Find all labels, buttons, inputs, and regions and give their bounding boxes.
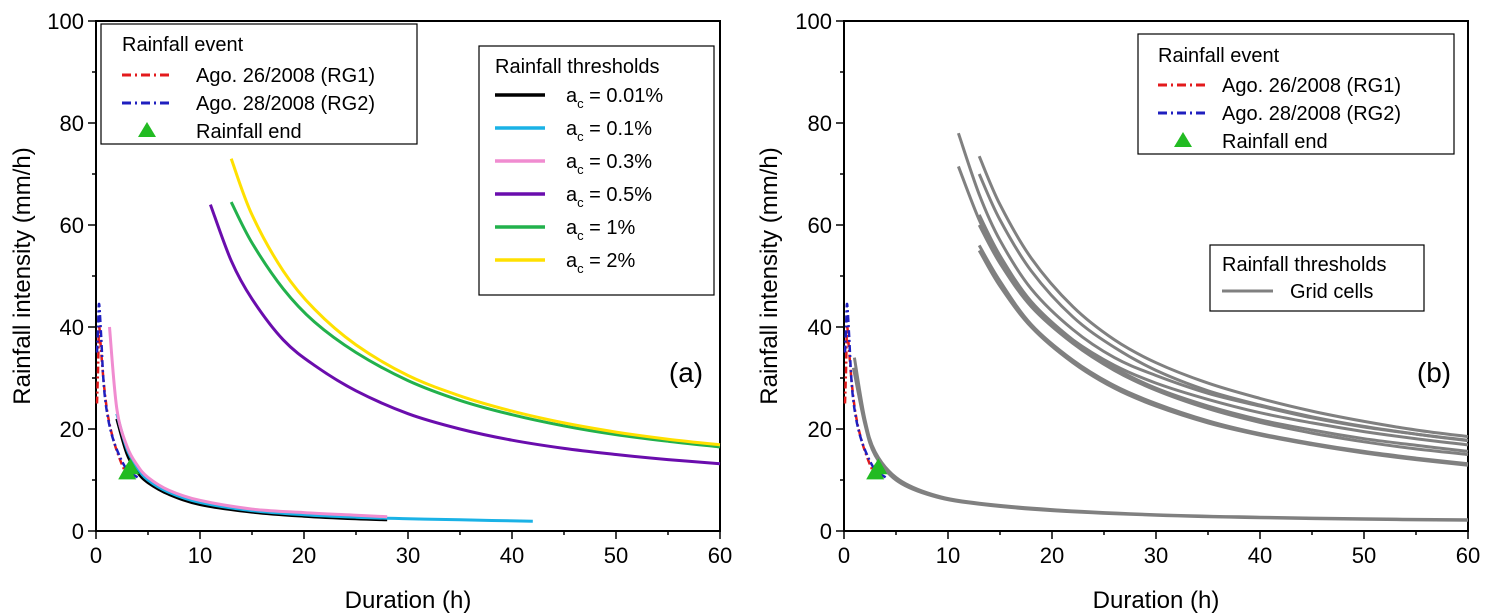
legend-label-rg2-b: Ago. 28/2008 (RG2)	[1222, 103, 1401, 125]
rainfall-end-marker-1-b	[869, 458, 888, 475]
grid-cell-curve-8-b	[977, 244, 1469, 466]
x-tick-label-b: 60	[1456, 543, 1480, 568]
y-tick-label-b: 60	[808, 213, 832, 238]
threshold-legend-label-5-a: ac = 2%	[566, 250, 636, 276]
legend-marker-rainfall-end-a	[138, 122, 156, 137]
panel-b: 0 10 20 30 40 50 60 0 20 40 60 80 100 Rainfall inten…	[756, 9, 1480, 614]
y-tick-label-a: 60	[60, 213, 84, 238]
y-tick-label-b: 40	[808, 315, 832, 340]
threshold-curve-1-a	[115, 413, 533, 523]
x-tick-label-b: 50	[1352, 543, 1376, 568]
legend-label-rainfall-end-b: Rainfall end	[1222, 131, 1328, 153]
y-tick-label-b: 0	[820, 519, 832, 544]
event-curve-1-a	[95, 302, 139, 479]
legend-label-grid-cells-b: Grid cells	[1290, 281, 1373, 303]
threshold-legend-b: Rainfall thresholds Grid cells	[1209, 244, 1425, 312]
threshold-legend-label-1-a: ac = 0.1%	[566, 118, 652, 144]
y-tick-label-a: 100	[47, 9, 84, 34]
threshold-curve-3-a	[208, 204, 721, 466]
event-legend-b: Rainfall event Ago. 26/2008 (RG1) Ago. 2…	[1137, 33, 1455, 155]
grid-cell-curve-7-b	[977, 224, 1469, 456]
grid-cell-curve-5-b	[977, 173, 1469, 443]
x-tick-label-b: 40	[1248, 543, 1272, 568]
x-tick-label-b: 10	[936, 543, 960, 568]
y-axis-title-a: Rainfall intensity (mm/h)	[9, 147, 36, 404]
threshold-legend-a: Rainfall thresholds ac = 0.01%ac = 0.1%a…	[478, 45, 715, 296]
axis-ticks-a: 0 10 20 30 40 50 60 0 20 40 60 80 100	[47, 9, 732, 568]
grid-cell-curve-1-b	[851, 367, 1469, 522]
threshold-legend-label-0-a: ac = 0.01%	[566, 85, 663, 111]
y-tick-label-a: 80	[60, 111, 84, 136]
x-tick-label-a: 30	[396, 543, 420, 568]
y-tick-label-a: 0	[72, 519, 84, 544]
grid-cell-curve-4-b	[977, 155, 1469, 439]
x-tick-label-a: 10	[188, 543, 212, 568]
legend-label-rg1-b: Ago. 26/2008 (RG1)	[1222, 75, 1401, 97]
threshold-legend-title-a: Rainfall thresholds	[495, 56, 660, 78]
threshold-legend-label-4-a: ac = 1%	[566, 217, 636, 243]
threshold-curve-2-a	[108, 326, 388, 519]
series-layer-b	[843, 132, 1469, 522]
legend-marker-rainfall-end-b	[1174, 132, 1192, 147]
event-legend-title-b: Rainfall event	[1158, 45, 1280, 67]
x-tick-label-b: 0	[838, 543, 850, 568]
grid-cell-curve-0-b	[852, 357, 1469, 522]
threshold-curve-5-a	[229, 158, 721, 447]
x-tick-label-b: 30	[1144, 543, 1168, 568]
threshold-legend-box-b	[1209, 244, 1425, 312]
legend-label-rg1-a: Ago. 26/2008 (RG1)	[196, 65, 375, 87]
threshold-curve-0-a	[115, 418, 388, 522]
x-tick-label-a: 40	[500, 543, 524, 568]
x-tick-label-a: 0	[90, 543, 102, 568]
event-legend-a: Rainfall event Ago. 26/2008 (RG1) Ago. 2…	[100, 23, 418, 145]
panel-a: 0 10 20 30 40 50 60 0 20 40 60 80 100 Rainfall inten…	[9, 9, 732, 614]
x-axis-title-b: Duration (h)	[1093, 587, 1220, 614]
x-tick-label-a: 60	[708, 543, 732, 568]
panel-label-a: (a)	[669, 357, 703, 388]
x-axis-title-a: Duration (h)	[345, 587, 472, 614]
event-legend-title-a: Rainfall event	[122, 34, 244, 56]
threshold-legend-label-2-a: ac = 0.3%	[566, 151, 652, 177]
y-tick-label-b: 80	[808, 111, 832, 136]
y-tick-label-a: 40	[60, 315, 84, 340]
rainfall-end-marker-1-a	[121, 458, 140, 475]
y-tick-label-b: 20	[808, 417, 832, 442]
x-tick-label-a: 20	[292, 543, 316, 568]
y-tick-label-a: 20	[60, 417, 84, 442]
threshold-legend-title-b: Rainfall thresholds	[1222, 254, 1387, 276]
legend-label-rainfall-end-a: Rainfall end	[196, 121, 302, 143]
y-axis-title-b: Rainfall intensity (mm/h)	[756, 147, 783, 404]
y-tick-label-b: 100	[795, 9, 832, 34]
event-legend-box-b	[1137, 33, 1455, 155]
event-legend-box-a	[100, 23, 418, 145]
grid-cell-curve-9-b	[977, 249, 1469, 467]
threshold-curve-4-a	[229, 201, 721, 449]
panel-label-b: (b)	[1417, 357, 1451, 388]
x-tick-label-b: 20	[1040, 543, 1064, 568]
threshold-legend-box-a	[478, 45, 715, 296]
event-curve-1-b	[843, 302, 887, 479]
threshold-legend-label-3-a: ac = 0.5%	[566, 184, 652, 210]
grid-cell-curve-6-b	[977, 214, 1469, 453]
x-tick-label-a: 50	[604, 543, 628, 568]
series-layer-a	[95, 158, 721, 523]
axis-ticks-b: 0 10 20 30 40 50 60 0 20 40 60 80 100	[795, 9, 1480, 568]
threshold-legend-items-a: ac = 0.01% ac = 0.1% ac = 0.3% ac = 0.5% ac …	[495, 85, 663, 276]
legend-label-rg2-a: Ago. 28/2008 (RG2)	[196, 93, 375, 115]
